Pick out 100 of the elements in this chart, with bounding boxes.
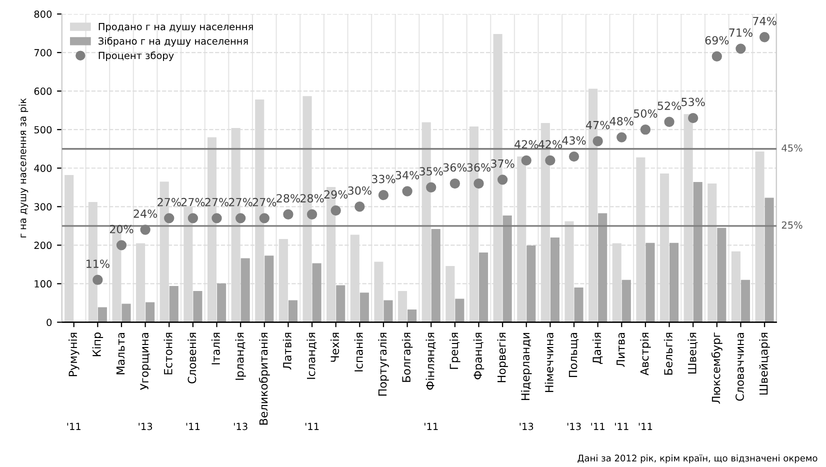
- data-label: 28%: [276, 194, 300, 202]
- category-label: Нідерланди '13: [520, 332, 534, 430]
- bar: [574, 288, 584, 322]
- data-label: 35%: [420, 167, 443, 176]
- point: [402, 186, 412, 196]
- point: [92, 274, 103, 285]
- legend-label: Продано г на душу населення: [98, 23, 253, 32]
- bar: [598, 213, 608, 322]
- bar: [216, 283, 226, 322]
- x-tick-label: Кіпр: [92, 332, 104, 356]
- x-tick-label: Італія: [211, 332, 220, 364]
- bar: [360, 292, 369, 322]
- category-label: Литва '11: [615, 332, 628, 430]
- bar: [740, 280, 750, 322]
- point: [259, 213, 270, 224]
- data-label: 11%: [86, 260, 110, 268]
- bar: [455, 298, 464, 322]
- bar: [169, 286, 178, 322]
- x-tick-label: Чехія: [330, 332, 340, 362]
- bar: [764, 198, 774, 322]
- text: Дані за 2012 рік, крім країн, що відзначені окремо: [578, 454, 818, 464]
- y-tick-label: 0: [46, 318, 52, 326]
- point: [354, 202, 365, 212]
- y-axis-title: г на душу населення за рік: [18, 98, 28, 238]
- category-label: Угорщина '13: [138, 332, 152, 430]
- data-label: 48%: [610, 117, 634, 126]
- bar: [146, 302, 155, 322]
- data-label: 27%: [252, 198, 276, 206]
- category-label: Австрія '11: [638, 332, 652, 430]
- data-label: 36%: [443, 163, 467, 172]
- point: [688, 112, 698, 124]
- bar: [336, 285, 346, 322]
- point: [759, 32, 770, 42]
- data-label: 42%: [538, 140, 562, 149]
- point: [640, 124, 651, 135]
- point: [212, 213, 222, 224]
- category-label: Польща '13: [567, 332, 581, 430]
- category-label: Данія '11: [591, 332, 604, 430]
- point: [616, 132, 627, 142]
- data-label: 34%: [396, 170, 420, 180]
- point: [283, 209, 294, 220]
- bar: [264, 256, 274, 322]
- y-tick-label: 700: [34, 49, 52, 56]
- bar: [502, 216, 512, 322]
- data-label: 33%: [372, 174, 396, 184]
- bar: [693, 182, 702, 322]
- point: [592, 136, 603, 146]
- point: [306, 209, 318, 220]
- data-label: 50%: [634, 109, 658, 118]
- data-label: 27%: [158, 198, 181, 206]
- legend-label: Зібрано г на душу населення: [98, 37, 248, 47]
- point: [378, 190, 389, 200]
- ref-line-label: 25%: [782, 221, 802, 229]
- data-label: 69%: [705, 36, 729, 45]
- data-label: 30%: [348, 186, 372, 195]
- x-tick-label: Бельгія: [664, 332, 672, 375]
- data-label: 20%: [110, 224, 134, 234]
- data-label: 71%: [729, 28, 752, 37]
- x-tick-label: Швеція: [688, 332, 698, 374]
- point: [497, 174, 508, 185]
- y-tick-label: 300: [34, 203, 52, 210]
- point: [164, 213, 174, 224]
- bar: [288, 300, 298, 322]
- data-label: 24%: [134, 209, 158, 218]
- bar: [398, 291, 408, 322]
- data-label: 27%: [205, 198, 228, 206]
- x-tick-label: Іспанія: [354, 332, 363, 372]
- point: [712, 51, 722, 62]
- x-tick-label: Словаччина: [736, 332, 744, 401]
- data-label: 52%: [658, 102, 681, 110]
- category-label: Фінляндія '11: [424, 332, 438, 430]
- point: [474, 178, 484, 189]
- x-tick-label: Люксембург: [711, 332, 722, 404]
- bar: [98, 307, 107, 322]
- data-label: 37%: [491, 159, 514, 168]
- bar: [384, 300, 393, 322]
- bar: [431, 228, 440, 322]
- x-tick-label: Болгарія: [402, 332, 413, 382]
- bar: [193, 291, 202, 322]
- category-label: Словенія '11: [186, 332, 200, 430]
- bar: [550, 237, 560, 322]
- y-tick-label: 600: [34, 88, 52, 95]
- data-label: 27%: [181, 198, 205, 206]
- point: [426, 182, 436, 192]
- y-tick-label: 800: [34, 10, 52, 18]
- point: [736, 44, 746, 54]
- bar: [717, 228, 726, 322]
- category-label: Румунія '11: [67, 332, 80, 430]
- point: [450, 178, 460, 189]
- x-tick-label: Латвія: [282, 332, 292, 370]
- legend-label: Процент збору: [98, 51, 174, 62]
- data-label: 47%: [586, 120, 610, 130]
- point: [140, 224, 150, 235]
- bar: [622, 280, 631, 322]
- bar: [670, 242, 679, 322]
- point: [116, 240, 127, 250]
- bar: [122, 304, 131, 322]
- point: [521, 155, 532, 166]
- y-tick-label: 100: [34, 280, 52, 288]
- x-tick-label: Португалія: [378, 332, 389, 396]
